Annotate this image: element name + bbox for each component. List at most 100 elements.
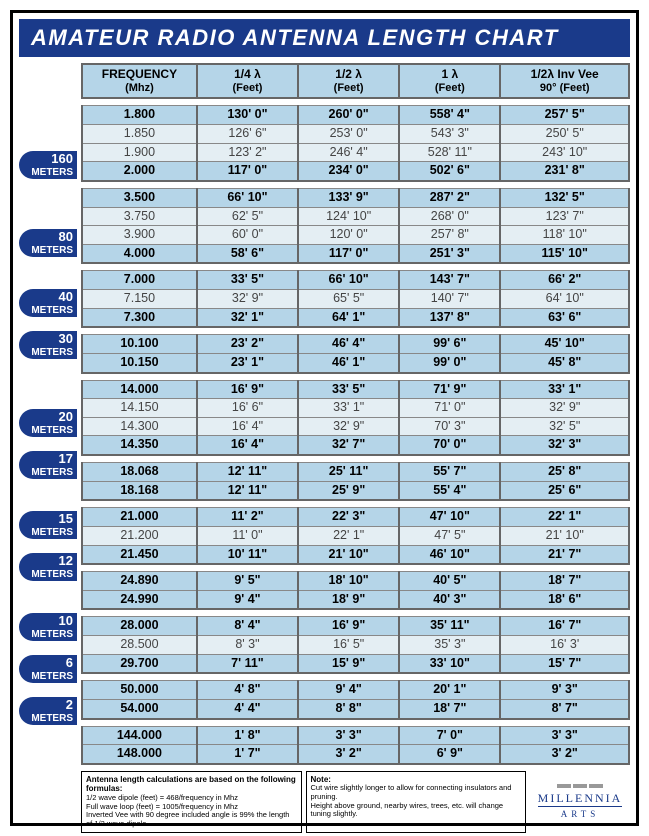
length-cell: 3' 2"	[298, 745, 399, 764]
length-cell: 16' 6"	[197, 399, 298, 418]
table-row: 24.9909' 4"18' 9"40' 3"18' 6"	[82, 590, 629, 609]
length-cell: 33' 5"	[298, 380, 399, 399]
formulas-box: Antenna length calculations are based on…	[81, 771, 302, 833]
length-cell: 45' 10"	[500, 335, 629, 354]
length-cell: 46' 4"	[298, 335, 399, 354]
logo-box: MILLENNIA ARTS	[530, 771, 630, 833]
freq-cell: 28.500	[82, 636, 197, 655]
table-row: 7.30032' 1"64' 1"137' 8"63' 6"	[82, 308, 629, 327]
length-cell: 12' 11"	[197, 463, 298, 482]
length-cell: 23' 2"	[197, 335, 298, 354]
length-cell: 33' 10"	[399, 654, 500, 673]
note-line: Cut wire slightly longer to allow for co…	[311, 784, 522, 801]
length-cell: 22' 1"	[500, 508, 629, 527]
length-cell: 115' 10"	[500, 244, 629, 263]
length-cell: 9' 4"	[298, 681, 399, 700]
band-table-12m: 24.8909' 5"18' 10"40' 5"18' 7"24.9909' 4…	[81, 571, 630, 610]
logo-text-bottom: ARTS	[561, 809, 599, 819]
table-row: 3.50066' 10"133' 9"287' 2"132' 5"	[82, 188, 629, 207]
freq-cell: 14.350	[82, 436, 197, 455]
table-row: 14.35016' 4"32' 7"70' 0"32' 3"	[82, 436, 629, 455]
note-line: Height above ground, nearby wires, trees…	[311, 802, 522, 819]
length-cell: 243' 10"	[500, 143, 629, 162]
band-badge-80m: 80METERS	[19, 229, 77, 257]
length-cell: 528' 11"	[399, 143, 500, 162]
band-table-30m: 10.10023' 2"46' 4"99' 6"45' 10"10.15023'…	[81, 334, 630, 373]
length-cell: 25' 11"	[298, 463, 399, 482]
length-cell: 8' 4"	[197, 617, 298, 636]
bands-container: 1.800130' 0"260' 0"558' 4"257' 5"1.85012…	[81, 99, 630, 764]
length-cell: 65' 5"	[298, 290, 399, 309]
length-cell: 25' 6"	[500, 481, 629, 500]
length-cell: 7' 11"	[197, 654, 298, 673]
band-badge-15m: 15METERS	[19, 511, 77, 539]
length-cell: 22' 3"	[298, 508, 399, 527]
table-row: 18.16812' 11"25' 9"55' 4"25' 6"	[82, 481, 629, 500]
band-badges-column: 160METERS80METERS40METERS30METERS20METER…	[19, 63, 77, 833]
length-cell: 40' 3"	[399, 590, 500, 609]
length-cell: 140' 7"	[399, 290, 500, 309]
length-cell: 16' 7"	[500, 617, 629, 636]
table-row: 2.000117' 0"234' 0"502' 6"231' 8"	[82, 162, 629, 181]
freq-cell: 144.000	[82, 726, 197, 745]
band-table-10m: 28.0008' 4"16' 9"35' 11"16' 7"28.5008' 3…	[81, 616, 630, 674]
length-cell: 32' 5"	[500, 417, 629, 436]
freq-cell: 3.500	[82, 188, 197, 207]
length-cell: 7' 0"	[399, 726, 500, 745]
table-row: 14.00016' 9"33' 5"71' 9"33' 1"	[82, 380, 629, 399]
length-cell: 123' 7"	[500, 207, 629, 226]
length-cell: 70' 0"	[399, 436, 500, 455]
table-row: 24.8909' 5"18' 10"40' 5"18' 7"	[82, 572, 629, 591]
length-cell: 133' 9"	[298, 188, 399, 207]
length-cell: 231' 8"	[500, 162, 629, 181]
length-cell: 71' 0"	[399, 399, 500, 418]
length-cell: 62' 5"	[197, 207, 298, 226]
length-cell: 234' 0"	[298, 162, 399, 181]
formulas-heading: Antenna length calculations are based on…	[86, 775, 296, 794]
table-row: 50.0004' 8"9' 4"20' 1"9' 3"	[82, 681, 629, 700]
length-cell: 46' 1"	[298, 353, 399, 372]
length-cell: 132' 5"	[500, 188, 629, 207]
length-cell: 32' 1"	[197, 308, 298, 327]
table-row: 7.15032' 9"65' 5"140' 7"64' 10"	[82, 290, 629, 309]
length-cell: 250' 5"	[500, 125, 629, 144]
freq-cell: 14.300	[82, 417, 197, 436]
freq-cell: 1.800	[82, 106, 197, 125]
table-row: 3.90060' 0"120' 0"257' 8"118' 10"	[82, 226, 629, 245]
length-cell: 47' 10"	[399, 508, 500, 527]
table-row: 21.45010' 11"21' 10"46' 10"21' 7"	[82, 545, 629, 564]
band-badge-12m: 12METERS	[19, 553, 77, 581]
table-row: 18.06812' 11"25' 11"55' 7"25' 8"	[82, 463, 629, 482]
length-cell: 16' 3'	[500, 636, 629, 655]
freq-cell: 24.990	[82, 590, 197, 609]
length-cell: 58' 6"	[197, 244, 298, 263]
table-row: 10.15023' 1"46' 1"99' 0"45' 8"	[82, 353, 629, 372]
length-cell: 16' 5"	[298, 636, 399, 655]
length-cell: 32' 9"	[197, 290, 298, 309]
length-cell: 1' 8"	[197, 726, 298, 745]
band-badge-160m: 160METERS	[19, 151, 77, 179]
length-cell: 25' 8"	[500, 463, 629, 482]
length-cell: 18' 10"	[298, 572, 399, 591]
length-cell: 66' 2"	[500, 271, 629, 290]
freq-cell: 1.850	[82, 125, 197, 144]
band-badge-40m: 40METERS	[19, 289, 77, 317]
length-cell: 32' 9"	[298, 417, 399, 436]
length-cell: 268' 0"	[399, 207, 500, 226]
length-cell: 130' 0"	[197, 106, 298, 125]
length-cell: 8' 8"	[298, 699, 399, 718]
length-cell: 11' 2"	[197, 508, 298, 527]
length-cell: 21' 10"	[500, 526, 629, 545]
length-cell: 35' 3"	[399, 636, 500, 655]
table-row: 1.850126' 6"253' 0"543' 3"250' 5"	[82, 125, 629, 144]
freq-cell: 28.000	[82, 617, 197, 636]
freq-cell: 7.300	[82, 308, 197, 327]
col-header-4: 1/2λ Inv Vee90° (Feet)	[500, 64, 629, 98]
length-cell: 8' 3"	[197, 636, 298, 655]
logo-text-top: MILLENNIA	[538, 792, 623, 807]
length-cell: 99' 6"	[399, 335, 500, 354]
freq-cell: 2.000	[82, 162, 197, 181]
freq-cell: 4.000	[82, 244, 197, 263]
freq-cell: 14.150	[82, 399, 197, 418]
length-cell: 70' 3"	[399, 417, 500, 436]
